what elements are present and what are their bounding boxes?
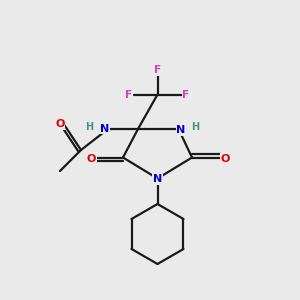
Text: N: N — [176, 125, 185, 135]
Text: H: H — [85, 122, 94, 132]
Text: O: O — [55, 119, 65, 129]
Text: F: F — [154, 65, 161, 75]
Text: N: N — [153, 175, 162, 184]
Text: O: O — [220, 154, 230, 164]
Text: F: F — [182, 91, 190, 100]
Text: O: O — [87, 154, 96, 164]
Text: N: N — [100, 124, 109, 134]
Text: F: F — [125, 91, 133, 100]
Text: H: H — [191, 122, 199, 132]
